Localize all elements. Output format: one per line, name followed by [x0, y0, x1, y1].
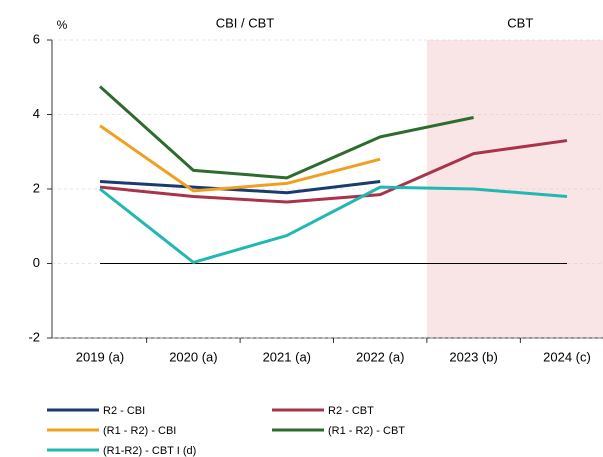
- x-tick-label: 2021 (a): [263, 349, 311, 364]
- line: [99, 124, 381, 193]
- legend-label: R2 - CBT: [328, 405, 374, 417]
- y-tick-label: -2: [28, 329, 40, 344]
- y-unit: %: [57, 18, 68, 32]
- annotation: CBT: [507, 15, 533, 30]
- y-tick-label: 6: [33, 31, 40, 46]
- y-tick-label: 4: [33, 106, 40, 121]
- x-tick-label: 2023 (b): [449, 349, 497, 364]
- x-tick-label: 2024 (c): [543, 349, 591, 364]
- line: [98, 85, 474, 180]
- y-tick-label: 0: [33, 255, 40, 270]
- y-tick-label: 2: [33, 180, 40, 195]
- x-tick-label: 2020 (a): [169, 349, 217, 364]
- line: [99, 139, 568, 204]
- legend-label: (R1 - R2) - CBI: [103, 425, 176, 437]
- line: [99, 180, 381, 195]
- legend-label: R2 - CBI: [103, 405, 145, 417]
- x-tick-label: 2019 (a): [76, 349, 124, 364]
- line: [99, 185, 568, 264]
- annotation: CBI / CBT: [216, 15, 275, 30]
- x-tick-label: 2022 (a): [356, 349, 404, 364]
- legend-label: (R1-R2) - CBT I (d): [103, 445, 196, 457]
- legend-label: (R1 - R2) - CBT: [328, 425, 405, 437]
